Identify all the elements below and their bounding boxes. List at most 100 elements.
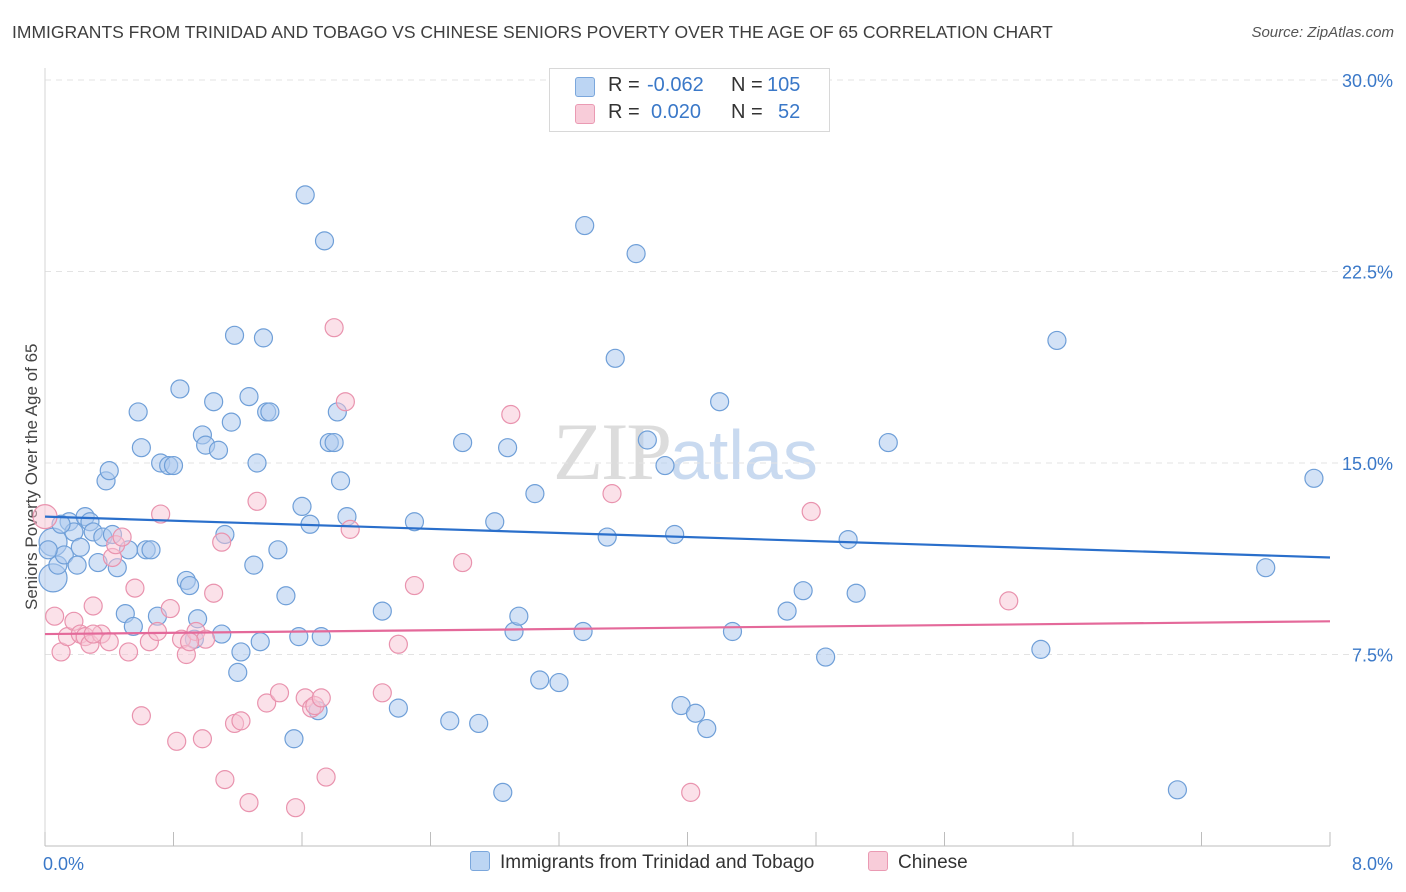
legend-n-label: N = [731, 101, 763, 123]
point-trinidad [722, 621, 743, 642]
point-trinidad [605, 348, 625, 368]
point-trinidad [179, 575, 200, 596]
bottom-legend-label-chinese: Chinese [898, 852, 968, 873]
source-label: Source: ZipAtlas.com [1251, 24, 1394, 41]
point-chinese [602, 484, 622, 504]
point-trinidad [1304, 468, 1324, 488]
bottom-legend-trinidad: Immigrants from Trinidad and Tobago [470, 851, 814, 874]
point-trinidad [655, 455, 675, 476]
point-chinese [239, 792, 259, 813]
point-trinidad [597, 527, 617, 547]
point-trinidad [846, 583, 866, 603]
point-chinese [131, 706, 151, 726]
point-trinidad [99, 461, 119, 481]
trend-line-trinidad [44, 515, 1331, 559]
point-trinidad [793, 581, 813, 601]
point-trinidad [1167, 780, 1188, 800]
point-trinidad [141, 540, 161, 560]
point-trinidad [295, 185, 315, 205]
point-trinidad [204, 392, 224, 412]
point-chinese [801, 501, 821, 522]
point-trinidad [324, 432, 344, 453]
point-trinidad [575, 215, 595, 236]
legend-r-value: 0.020 [651, 101, 702, 123]
point-chinese [285, 798, 306, 818]
point-trinidad [685, 703, 706, 723]
bottom-legend-chinese: Chinese [868, 851, 968, 874]
bottom-legend-swatch-trinidad [470, 851, 490, 871]
point-chinese [372, 683, 392, 703]
point-trinidad [626, 244, 646, 264]
point-trinidad [453, 432, 473, 453]
legend-swatch-chinese [575, 104, 595, 124]
point-chinese [340, 519, 360, 539]
legend-row-chinese: R = 0.020 N = 52 [550, 101, 829, 127]
point-trinidad [816, 647, 836, 667]
trend-line-chinese [44, 620, 1331, 636]
point-trinidad [221, 412, 241, 432]
point-trinidad [710, 392, 730, 412]
point-trinidad [163, 455, 184, 476]
series-chinese-points [32, 318, 1019, 818]
point-trinidad [498, 438, 518, 458]
point-chinese [179, 632, 200, 652]
point-trinidad [128, 402, 148, 422]
point-trinidad [170, 379, 190, 399]
y-tick-label: 30.0% [1342, 71, 1393, 91]
point-trinidad [1031, 639, 1051, 659]
chart-title: IMMIGRANTS FROM TRINIDAD AND TOBAGO VS C… [12, 22, 1053, 42]
point-trinidad [268, 540, 288, 560]
axes [44, 68, 1331, 847]
point-trinidad [525, 484, 545, 504]
watermark-atlas: atlas [670, 416, 818, 494]
watermark-zip: ZIP [553, 406, 672, 497]
trend-lines [44, 515, 1331, 636]
point-chinese [681, 782, 701, 802]
point-chinese [204, 583, 224, 603]
legend-n-value: 105 [767, 74, 801, 96]
point-trinidad [388, 698, 408, 718]
point-chinese [99, 632, 119, 652]
point-trinidad [493, 782, 513, 802]
legend-r-label: R = [608, 101, 640, 123]
x-tick-label: 0.0% [43, 854, 84, 874]
point-trinidad [404, 512, 425, 532]
point-trinidad [838, 529, 858, 550]
point-trinidad [67, 555, 87, 575]
legend-swatch-trinidad [575, 77, 595, 97]
point-trinidad [224, 325, 245, 345]
point-trinidad [637, 430, 657, 450]
point-trinidad [253, 328, 274, 348]
y-tick-label: 15.0% [1342, 454, 1393, 474]
point-trinidad [485, 512, 505, 532]
point-trinidad [509, 606, 529, 626]
point-chinese [83, 596, 103, 616]
point-chinese [215, 770, 235, 790]
bottom-legend-label-trinidad: Immigrants from Trinidad and Tobago [500, 852, 815, 873]
point-trinidad [247, 453, 267, 473]
legend-n-value: 52 [778, 101, 801, 123]
point-trinidad [549, 672, 569, 693]
y-tick-label: 7.5% [1352, 646, 1393, 666]
point-chinese [151, 504, 171, 524]
point-trinidad [244, 555, 264, 575]
point-trinidad [440, 711, 460, 731]
point-trinidad [777, 601, 797, 621]
point-trinidad [70, 537, 90, 557]
point-chinese [147, 621, 168, 642]
point-chinese [335, 392, 355, 412]
point-chinese [257, 693, 277, 713]
point-chinese [118, 642, 139, 662]
legend-n-label: N = [731, 74, 763, 96]
point-chinese [311, 688, 331, 708]
point-trinidad [228, 662, 248, 682]
point-trinidad [208, 440, 229, 460]
point-chinese [999, 591, 1019, 611]
point-chinese [192, 729, 213, 749]
point-trinidad [131, 438, 151, 458]
point-trinidad [292, 496, 312, 517]
point-chinese [112, 527, 132, 547]
point-chinese [45, 606, 65, 626]
point-chinese [212, 532, 232, 552]
